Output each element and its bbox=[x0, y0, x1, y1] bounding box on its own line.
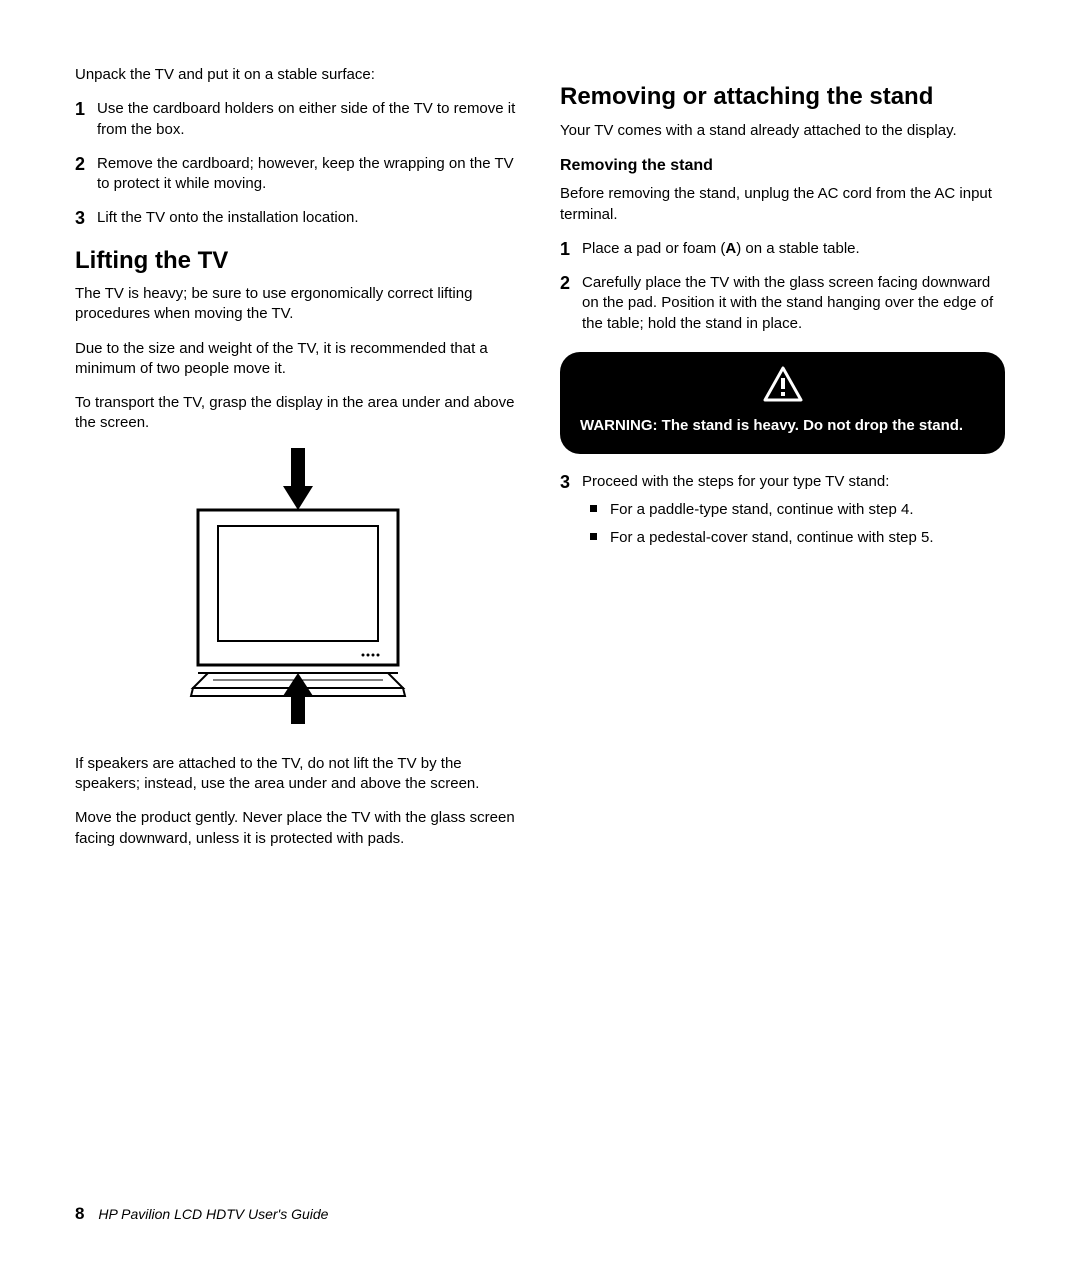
right-column: Removing or attaching the stand Your TV … bbox=[560, 65, 1005, 863]
body-text: To transport the TV, grasp the display i… bbox=[75, 393, 520, 434]
page-columns: Unpack the TV and put it on a stable sur… bbox=[75, 65, 1005, 863]
warning-icon bbox=[580, 366, 985, 408]
list-item: 1 Use the cardboard holders on either si… bbox=[97, 99, 520, 140]
list-item: For a pedestal-cover stand, continue wit… bbox=[610, 528, 1005, 548]
remove-steps-b: 3 Proceed with the steps for your type T… bbox=[560, 472, 1005, 549]
text-run: Place a pad or foam ( bbox=[582, 240, 725, 257]
step-text: Carefully place the TV with the glass sc… bbox=[582, 274, 993, 332]
body-text: Move the product gently. Never place the… bbox=[75, 808, 520, 849]
unpack-steps: 1 Use the cardboard holders on either si… bbox=[75, 99, 520, 228]
tv-lift-figure bbox=[75, 448, 520, 734]
unpack-intro: Unpack the TV and put it on a stable sur… bbox=[75, 65, 520, 85]
step-text: Use the cardboard holders on either side… bbox=[97, 100, 515, 137]
step-number: 3 bbox=[560, 470, 570, 494]
list-item: For a paddle-type stand, continue with s… bbox=[610, 500, 1005, 520]
list-item: 3 Lift the TV onto the installation loca… bbox=[97, 208, 520, 228]
body-text: Before removing the stand, unplug the AC… bbox=[560, 184, 1005, 225]
step-number: 1 bbox=[75, 97, 85, 121]
list-item: 2 Carefully place the TV with the glass … bbox=[582, 273, 1005, 334]
body-text: Due to the size and weight of the TV, it… bbox=[75, 339, 520, 380]
stand-type-bullets: For a paddle-type stand, continue with s… bbox=[582, 500, 1005, 549]
step-text: Lift the TV onto the installation locati… bbox=[97, 209, 359, 226]
warning-text: WARNING: The stand is heavy. Do not drop… bbox=[580, 416, 985, 436]
list-item: 2 Remove the cardboard; however, keep th… bbox=[97, 154, 520, 195]
document-title: HP Pavilion LCD HDTV User's Guide bbox=[98, 1206, 328, 1222]
lifting-heading: Lifting the TV bbox=[75, 247, 520, 275]
step-number: 2 bbox=[75, 152, 85, 176]
body-text: Your TV comes with a stand already attac… bbox=[560, 121, 1005, 141]
page-number: 8 bbox=[75, 1204, 84, 1223]
step-text: Proceed with the steps for your type TV … bbox=[582, 473, 889, 490]
removing-stand-heading: Removing the stand bbox=[560, 155, 1005, 177]
page-footer: 8 HP Pavilion LCD HDTV User's Guide bbox=[75, 1203, 328, 1226]
step-text: Remove the cardboard; however, keep the … bbox=[97, 155, 514, 192]
step-number: 2 bbox=[560, 271, 570, 295]
warning-callout: WARNING: The stand is heavy. Do not drop… bbox=[560, 352, 1005, 454]
step-number: 1 bbox=[560, 237, 570, 261]
left-column: Unpack the TV and put it on a stable sur… bbox=[75, 65, 520, 863]
list-item: 3 Proceed with the steps for your type T… bbox=[582, 472, 1005, 549]
text-run: ) on a stable table. bbox=[736, 240, 859, 257]
step-number: 3 bbox=[75, 206, 85, 230]
step-text: Place a pad or foam (A) on a stable tabl… bbox=[582, 240, 860, 257]
list-item: 1 Place a pad or foam (A) on a stable ta… bbox=[582, 239, 1005, 259]
remove-attach-heading: Removing or attaching the stand bbox=[560, 83, 1005, 111]
body-text: If speakers are attached to the TV, do n… bbox=[75, 754, 520, 795]
tv-diagram-icon bbox=[173, 448, 423, 728]
body-text: The TV is heavy; be sure to use ergonomi… bbox=[75, 284, 520, 325]
label-a: A bbox=[725, 240, 736, 257]
remove-steps-a: 1 Place a pad or foam (A) on a stable ta… bbox=[560, 239, 1005, 334]
